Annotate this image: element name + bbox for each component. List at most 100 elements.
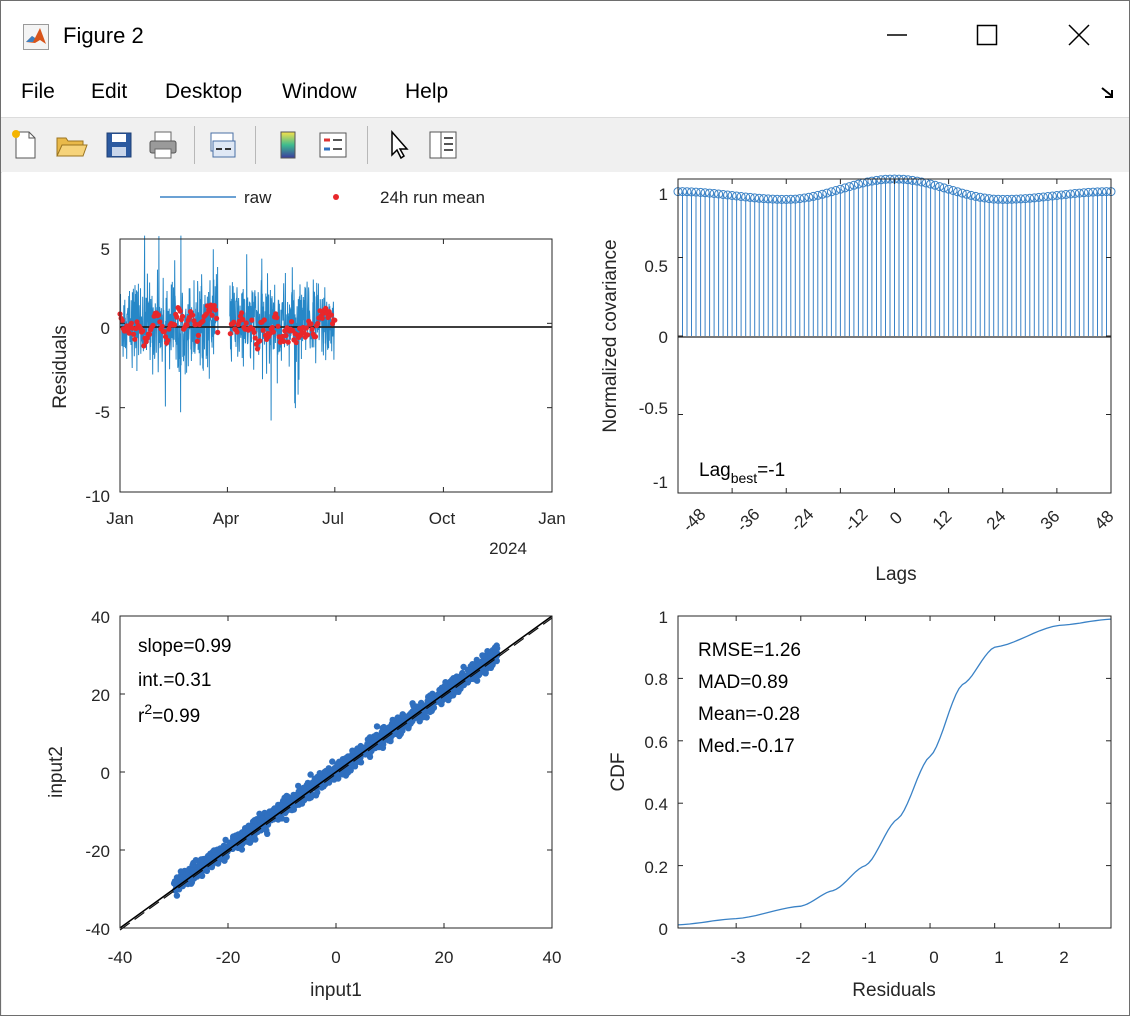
mean-point (141, 343, 147, 349)
scatter-point (409, 711, 416, 719)
mean-point (212, 307, 219, 313)
legend-icon[interactable] (315, 127, 351, 163)
mean-point (119, 317, 125, 324)
scatter-point (487, 650, 495, 658)
cdf-curve (677, 618, 1112, 926)
matlab-icon (23, 24, 49, 50)
cov-xtick-label: 24 (983, 507, 1010, 534)
pointer-icon[interactable] (381, 127, 417, 163)
scatter-point (177, 868, 185, 875)
save-icon[interactable] (101, 127, 137, 163)
mean-point (281, 338, 287, 344)
print-icon[interactable] (145, 127, 181, 163)
r2-annotation: r2=0.99 (138, 701, 200, 727)
open-folder-icon[interactable] (53, 127, 89, 163)
mean-point (191, 318, 197, 324)
menu-help[interactable]: Help (405, 80, 449, 103)
mean-point (161, 329, 167, 335)
colorbar-icon[interactable] (271, 127, 307, 163)
scatter-point (400, 712, 407, 719)
ts-ylabel: Residuals (50, 325, 71, 408)
mean-point (275, 323, 281, 329)
mean-point (283, 333, 289, 339)
mean-point (323, 305, 329, 311)
mean-point (285, 339, 291, 345)
maximize-button[interactable] (943, 1, 1031, 69)
mad-annotation: MAD=0.89 (698, 672, 788, 693)
scatter-point (312, 792, 320, 799)
stem-marker (705, 188, 715, 198)
stem-marker (700, 188, 710, 198)
property-inspector-icon[interactable] (425, 127, 461, 163)
stem-marker (696, 187, 706, 197)
ts-ytick-label: -10 (85, 487, 110, 506)
mean-point (269, 324, 275, 331)
scatter-point (318, 784, 325, 791)
scatter-point (290, 791, 297, 799)
cov-xtick-labels: -48 -36 -24 -12 0 12 24 36 48 (679, 505, 1118, 536)
slope-annotation: slope=0.99 (138, 636, 232, 657)
rmse-annotation: RMSE=1.26 (698, 640, 801, 661)
scatter-point (366, 750, 373, 758)
close-button[interactable] (1035, 1, 1123, 69)
mean-point (166, 326, 172, 332)
mean-point (203, 311, 209, 317)
mean-point (200, 318, 206, 324)
menu-window[interactable]: Window (282, 80, 357, 103)
menu-file[interactable]: File (21, 80, 55, 103)
ts-xtick-label: Jan (538, 509, 565, 528)
lag-best-annotation: Lagbest=-1 (699, 460, 785, 486)
cdf-axes-box (677, 615, 1112, 929)
link-plot-icon[interactable] (205, 127, 241, 163)
cdf-ytick-label: 1 (659, 608, 668, 627)
scatter-point (205, 855, 213, 863)
stem-marker (962, 189, 972, 199)
cov-ytick-label: -0.5 (639, 399, 668, 418)
scatter-point (276, 813, 283, 821)
sc-ytick-label: 20 (91, 686, 110, 705)
scatter-point (387, 737, 394, 745)
figure-canvas: raw 24h run mean 5 0 -5 -10 Jan Apr Jul … (2, 172, 1129, 1015)
scatter-point (418, 699, 425, 707)
stem-marker (691, 187, 701, 197)
menu-desktop[interactable]: Desktop (165, 80, 243, 103)
new-file-icon[interactable] (7, 127, 43, 163)
median-annotation: Med.=-0.17 (698, 736, 795, 757)
legend-mean-marker (333, 194, 339, 200)
minimize-button[interactable] (853, 1, 941, 69)
mean-point (274, 315, 280, 321)
cdf-xtick-label: -1 (861, 948, 876, 967)
mean-point (254, 346, 261, 352)
stem-marker (980, 193, 990, 203)
scatter-point (269, 809, 276, 816)
cov-ytick-label: 0.5 (644, 257, 668, 276)
mean-point (289, 319, 295, 325)
menu-edit[interactable]: Edit (91, 80, 128, 103)
mean-point (227, 331, 233, 337)
cov-ytick-label: -1 (653, 473, 668, 492)
mean-point (304, 332, 311, 338)
menu-bar: File Edit Desktop Window Help (1, 69, 1129, 117)
scatter-point (286, 798, 293, 805)
mean-annotation: Mean=-0.28 (698, 704, 800, 725)
timeseries-ticks (119, 238, 553, 493)
mean-point (150, 322, 156, 328)
cdf-ytick-label: 0.8 (644, 670, 668, 689)
scatter-point (248, 823, 256, 830)
scatter-ticks (119, 615, 553, 929)
stem-marker (944, 184, 954, 194)
stem-marker (1038, 192, 1048, 202)
title-bar: Figure 2 (1, 1, 1129, 69)
stem-marker (822, 188, 832, 198)
sc-xtick-label: 40 (543, 948, 562, 967)
stem-marker (998, 194, 1008, 204)
mean-point (190, 312, 196, 318)
sc-xtick-label: 20 (435, 948, 454, 967)
scatter-point (170, 880, 178, 887)
stem-marker (763, 194, 773, 204)
cov-xtick-label: 36 (1037, 507, 1064, 534)
dock-arrow-icon[interactable] (1099, 85, 1117, 101)
scatter-point (428, 695, 435, 702)
stem-marker (736, 192, 746, 201)
